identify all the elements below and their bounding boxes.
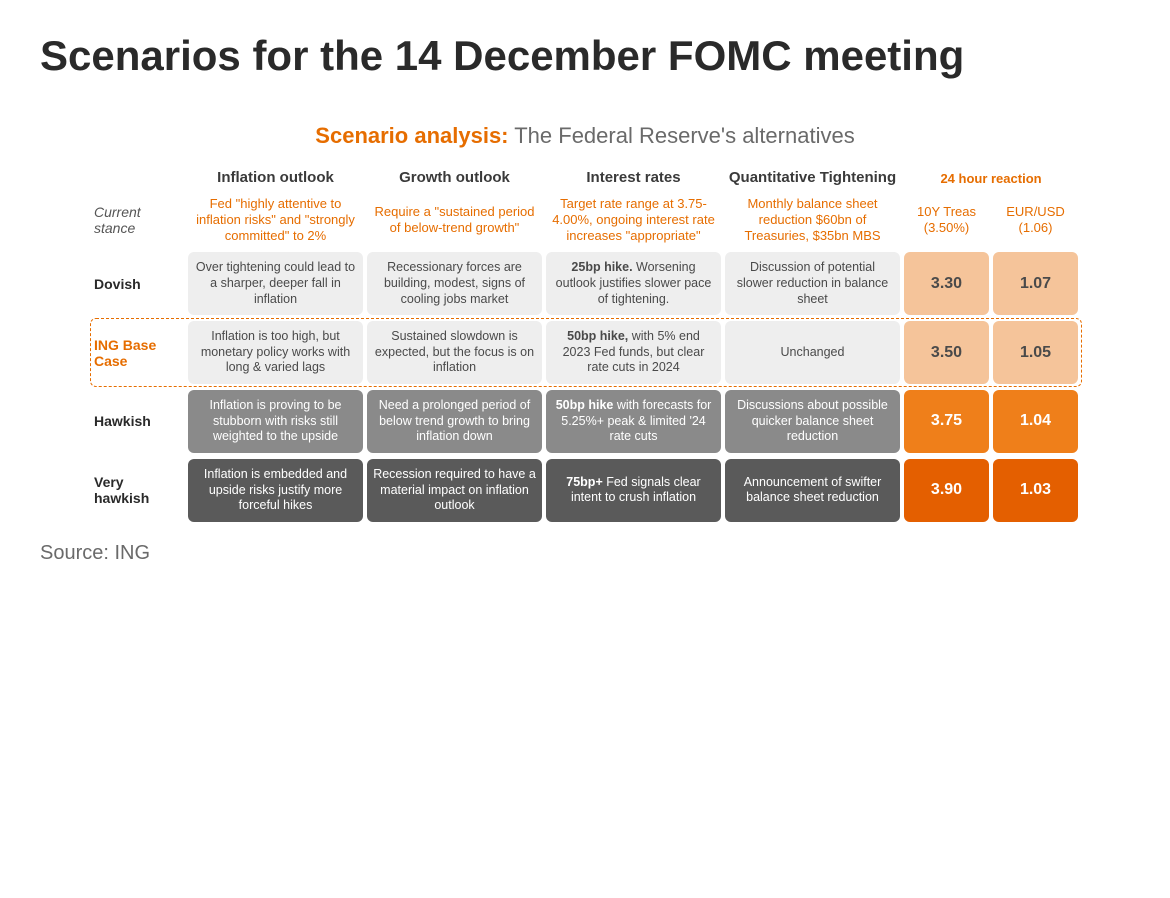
cell-dovish-eur: 1.07: [993, 252, 1078, 315]
col-inflation: Inflation outlook: [188, 169, 363, 188]
col-eur: EUR/USD (1.06): [993, 194, 1078, 247]
cell-very-hawkish-growth: Recession required to have a material im…: [367, 459, 542, 522]
scenario-analysis: Scenario analysis: The Federal Reserve's…: [40, 123, 1130, 528]
current-growth: Require a "sustained period of below-tre…: [367, 194, 542, 247]
cell-hawkish-qt: Discussions about possible quicker balan…: [725, 390, 900, 453]
current-rates: Target rate range at 3.75-4.00%, ongoing…: [546, 194, 721, 247]
col-reaction: 24 hour reaction: [904, 169, 1078, 188]
source-label: Source: ING: [40, 542, 1130, 565]
cell-very-hawkish-rates: 75bp+ Fed signals clear intent to crush …: [546, 459, 721, 522]
cell-hawkish-growth: Need a prolonged period of below trend g…: [367, 390, 542, 453]
current-qt: Monthly balance sheet reduction $60bn of…: [725, 194, 900, 247]
page-title: Scenarios for the 14 December FOMC meeti…: [40, 30, 1130, 83]
analysis-title-accent: Scenario analysis:: [315, 123, 508, 148]
row-label-hawkish: Hawkish: [94, 390, 184, 453]
row-label-very-hawkish: Very hawkish: [94, 459, 184, 522]
row-hawkish: HawkishInflation is proving to be stubbo…: [94, 390, 1078, 453]
header-row-2: Current stance Fed "highly attentive to …: [94, 194, 1078, 247]
cell-base-treas: 3.50: [904, 321, 989, 384]
cell-dovish-treas: 3.30: [904, 252, 989, 315]
cell-base-growth: Sustained slowdown is expected, but the …: [367, 321, 542, 384]
cell-hawkish-treas: 3.75: [904, 390, 989, 453]
cell-very-hawkish-qt: Announcement of swifter balance sheet re…: [725, 459, 900, 522]
col-rates: Interest rates: [546, 169, 721, 188]
analysis-title: Scenario analysis: The Federal Reserve's…: [90, 123, 1080, 149]
analysis-title-rest: The Federal Reserve's alternatives: [509, 123, 855, 148]
cell-dovish-qt: Discussion of potential slower reduction…: [725, 252, 900, 315]
row-current-label: Current stance: [94, 194, 184, 247]
header-row-1: Inflation outlook Growth outlook Interes…: [94, 169, 1078, 188]
cell-dovish-growth: Recessionary forces are building, modest…: [367, 252, 542, 315]
col-growth: Growth outlook: [367, 169, 542, 188]
row-very-hawkish: Very hawkishInflation is embedded and up…: [94, 459, 1078, 522]
cell-hawkish-inflation: Inflation is proving to be stubborn with…: [188, 390, 363, 453]
cell-hawkish-rates: 50bp hike with forecasts for 5.25%+ peak…: [546, 390, 721, 453]
row-label-base: ING Base Case: [94, 321, 184, 384]
cell-dovish-inflation: Over tightening could lead to a sharper,…: [188, 252, 363, 315]
cell-base-rates: 50bp hike, with 5% end 2023 Fed funds, b…: [546, 321, 721, 384]
row-dovish: DovishOver tightening could lead to a sh…: [94, 252, 1078, 315]
cell-very-hawkish-eur: 1.03: [993, 459, 1078, 522]
row-base: ING Base CaseInflation is too high, but …: [94, 321, 1078, 384]
col-qt: Quantitative Tightening: [725, 169, 900, 188]
cell-dovish-rates: 25bp hike. Worsening outlook justifies s…: [546, 252, 721, 315]
cell-very-hawkish-treas: 3.90: [904, 459, 989, 522]
cell-hawkish-eur: 1.04: [993, 390, 1078, 453]
cell-base-qt: Unchanged: [725, 321, 900, 384]
current-inflation: Fed "highly attentive to inflation risks…: [188, 194, 363, 247]
cell-very-hawkish-inflation: Inflation is embedded and upside risks j…: [188, 459, 363, 522]
col-treas: 10Y Treas (3.50%): [904, 194, 989, 247]
table-holder: Inflation outlook Growth outlook Interes…: [90, 163, 1080, 528]
row-label-dovish: Dovish: [94, 252, 184, 315]
scenario-table: Inflation outlook Growth outlook Interes…: [90, 163, 1082, 528]
cell-base-inflation: Inflation is too high, but monetary poli…: [188, 321, 363, 384]
cell-base-eur: 1.05: [993, 321, 1078, 384]
